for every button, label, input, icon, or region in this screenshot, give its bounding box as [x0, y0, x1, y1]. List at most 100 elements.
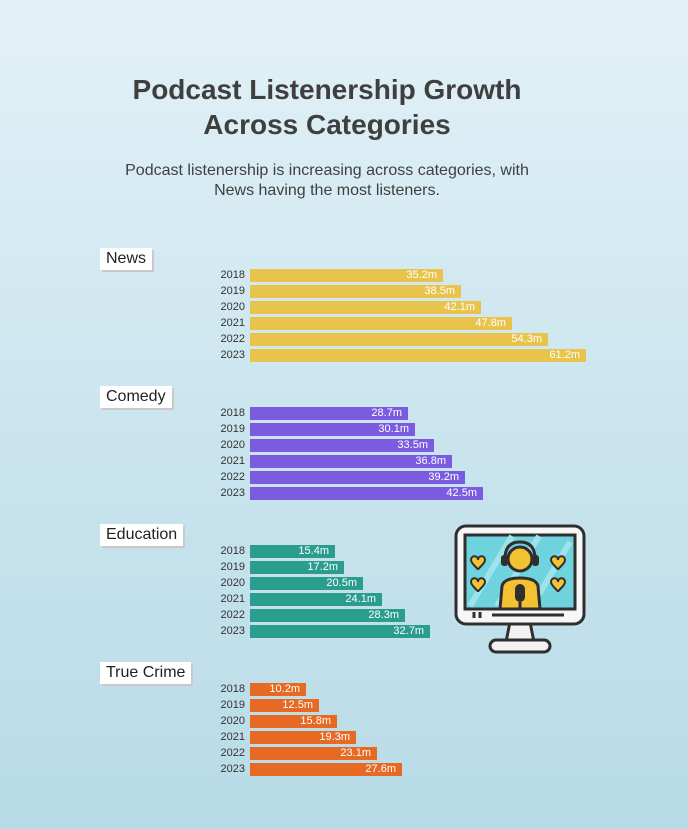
bar-value-label: 23.1m — [340, 747, 371, 759]
bar-row-comedy-2020: 2020 33.5m — [0, 439, 688, 452]
bar-row-education-2020: 2020 20.5m — [0, 577, 688, 590]
bar-row-comedy-2023: 2023 42.5m — [0, 487, 688, 500]
bar-education-2021: 24.1m — [250, 593, 382, 606]
bar-comedy-2021: 36.8m — [250, 455, 452, 468]
bar-value-label: 27.6m — [365, 763, 396, 775]
bar-news-2020: 42.1m — [250, 301, 481, 314]
year-tick-label: 2022 — [220, 609, 245, 621]
bar-row-news-2023: 2023 61.2m — [0, 349, 688, 362]
bar-row-true-crime-2018: 2018 10.2m — [0, 683, 688, 696]
year-tick-label: 2018 — [220, 407, 245, 419]
bar-value-label: 19.3m — [319, 731, 350, 743]
bar-row-comedy-2019: 2019 30.1m — [0, 423, 688, 436]
bar-value-label: 38.5m — [424, 285, 455, 297]
bar-education-2019: 17.2m — [250, 561, 344, 574]
bar-true-crime-2019: 12.5m — [250, 699, 319, 712]
bar-row-news-2022: 2022 54.3m — [0, 333, 688, 346]
bar-value-label: 61.2m — [549, 349, 580, 361]
category-label-news: News — [100, 248, 153, 270]
bar-row-education-2022: 2022 28.3m — [0, 609, 688, 622]
bar-row-comedy-2022: 2022 39.2m — [0, 471, 688, 484]
bar-value-label: 28.3m — [368, 609, 399, 621]
bar-value-label: 24.1m — [345, 593, 376, 605]
bar-value-label: 42.5m — [446, 487, 477, 499]
bar-row-comedy-2021: 2021 36.8m — [0, 455, 688, 468]
bar-row-education-2018: 2018 15.4m — [0, 545, 688, 558]
year-tick-label: 2018 — [220, 683, 245, 695]
bar-value-label: 28.7m — [371, 407, 402, 419]
year-tick-label: 2020 — [220, 301, 245, 313]
bar-row-education-2019: 2019 17.2m — [0, 561, 688, 574]
year-tick-label: 2019 — [220, 699, 245, 711]
bar-true-crime-2018: 10.2m — [250, 683, 306, 696]
year-tick-label: 2018 — [220, 545, 245, 557]
bar-row-true-crime-2022: 2022 23.1m — [0, 747, 688, 760]
bar-value-label: 30.1m — [378, 423, 409, 435]
page-title: Podcast Listenership Growth Across Categ… — [0, 72, 654, 142]
bar-value-label: 15.4m — [298, 545, 329, 557]
bar-row-true-crime-2023: 2023 27.6m — [0, 763, 688, 776]
bar-value-label: 12.5m — [282, 699, 313, 711]
bar-education-2022: 28.3m — [250, 609, 405, 622]
year-tick-label: 2022 — [220, 333, 245, 345]
bar-true-crime-2021: 19.3m — [250, 731, 356, 744]
bar-value-label: 42.1m — [444, 301, 475, 313]
bar-comedy-2019: 30.1m — [250, 423, 415, 436]
bar-value-label: 10.2m — [269, 683, 300, 695]
bar-value-label: 47.8m — [475, 317, 506, 329]
bar-value-label: 32.7m — [393, 625, 424, 637]
bar-row-news-2018: 2018 35.2m — [0, 269, 688, 282]
bar-value-label: 20.5m — [326, 577, 357, 589]
category-label-comedy: Comedy — [100, 386, 172, 408]
category-label-education: Education — [100, 524, 184, 546]
year-tick-label: 2022 — [220, 747, 245, 759]
year-tick-label: 2019 — [220, 285, 245, 297]
subtitle-line-2: News having the most listeners. — [214, 182, 440, 199]
bar-row-education-2023: 2023 32.7m — [0, 625, 688, 638]
year-tick-label: 2021 — [220, 455, 245, 467]
year-tick-label: 2020 — [220, 439, 245, 451]
bar-news-2018: 35.2m — [250, 269, 443, 282]
bar-value-label: 54.3m — [511, 333, 542, 345]
monitor-podcaster-icon — [454, 524, 586, 654]
bar-comedy-2018: 28.7m — [250, 407, 408, 420]
bar-row-news-2021: 2021 47.8m — [0, 317, 688, 330]
bar-row-comedy-2018: 2018 28.7m — [0, 407, 688, 420]
bar-education-2018: 15.4m — [250, 545, 335, 558]
bar-comedy-2023: 42.5m — [250, 487, 483, 500]
year-tick-label: 2021 — [220, 317, 245, 329]
bar-news-2022: 54.3m — [250, 333, 548, 346]
bar-value-label: 17.2m — [307, 561, 338, 573]
title-line-1: Podcast Listenership Growth — [132, 74, 522, 105]
bar-news-2019: 38.5m — [250, 285, 461, 298]
bar-news-2023: 61.2m — [250, 349, 586, 362]
bar-true-crime-2023: 27.6m — [250, 763, 402, 776]
bar-row-education-2021: 2021 24.1m — [0, 593, 688, 606]
bar-value-label: 39.2m — [428, 471, 459, 483]
year-tick-label: 2023 — [220, 349, 245, 361]
year-tick-label: 2020 — [220, 577, 245, 589]
bar-row-true-crime-2020: 2020 15.8m — [0, 715, 688, 728]
bar-value-label: 35.2m — [406, 269, 437, 281]
bar-row-true-crime-2019: 2019 12.5m — [0, 699, 688, 712]
year-tick-label: 2023 — [220, 487, 245, 499]
bar-true-crime-2022: 23.1m — [250, 747, 377, 760]
year-tick-label: 2018 — [220, 269, 245, 281]
bar-value-label: 36.8m — [415, 455, 446, 467]
bar-value-label: 15.8m — [300, 715, 331, 727]
bar-true-crime-2020: 15.8m — [250, 715, 337, 728]
bar-education-2020: 20.5m — [250, 577, 363, 590]
year-tick-label: 2022 — [220, 471, 245, 483]
year-tick-label: 2021 — [220, 593, 245, 605]
year-tick-label: 2020 — [220, 715, 245, 727]
bar-row-news-2019: 2019 38.5m — [0, 285, 688, 298]
year-tick-label: 2019 — [220, 561, 245, 573]
subtitle-line-1: Podcast listenership is increasing acros… — [125, 162, 529, 179]
year-tick-label: 2019 — [220, 423, 245, 435]
bar-comedy-2022: 39.2m — [250, 471, 465, 484]
title-line-2: Across Categories — [203, 109, 451, 140]
category-label-true-crime: True Crime — [100, 662, 192, 684]
page-subtitle: Podcast listenership is increasing acros… — [0, 161, 654, 201]
year-tick-label: 2021 — [220, 731, 245, 743]
bar-value-label: 33.5m — [397, 439, 428, 451]
